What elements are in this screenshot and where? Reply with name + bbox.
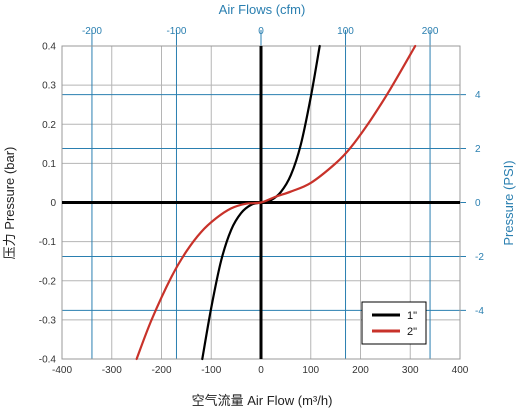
series-layer bbox=[135, 44, 417, 361]
top-tick-label: -200 bbox=[82, 26, 102, 37]
top-tick-label: -100 bbox=[166, 26, 186, 37]
right-tick-label: -2 bbox=[475, 252, 484, 263]
y-tick-label: -0.4 bbox=[39, 355, 57, 366]
ticks-bottom: -400 -300 -200 -100 0 100 200 300 400 bbox=[52, 365, 469, 376]
ticks-top: -200 -100 0 100 200 bbox=[82, 26, 439, 37]
y-axis-label: 压力 Pressure (bar) bbox=[2, 147, 17, 260]
legend-label-1: 1" bbox=[407, 310, 417, 322]
y-tick-label: 0 bbox=[50, 198, 56, 209]
right-tick-label: -4 bbox=[475, 306, 484, 317]
legend-box bbox=[361, 301, 427, 345]
y-tick-label: 0.4 bbox=[42, 42, 56, 53]
ticks-right: 4 2 0 -2 -4 bbox=[475, 90, 484, 317]
x-tick-label: 400 bbox=[452, 365, 469, 376]
x-axis-label: 空气流量 Air Flow (m³/h) bbox=[192, 393, 333, 408]
x-tick-label: -100 bbox=[201, 365, 221, 376]
x-tick-label: 0 bbox=[258, 365, 264, 376]
right-tick-label: 4 bbox=[475, 90, 481, 101]
y-tick-label: -0.1 bbox=[39, 237, 57, 248]
y-tick-label: -0.2 bbox=[39, 276, 57, 287]
right-tick-label: 2 bbox=[475, 144, 481, 155]
x-tick-label: -400 bbox=[52, 365, 72, 376]
x-tick-label: -300 bbox=[102, 365, 122, 376]
top-tick-label: 200 bbox=[422, 26, 439, 37]
y-tick-label: -0.3 bbox=[39, 315, 57, 326]
top-axis-title: Air Flows (cfm) bbox=[219, 2, 306, 17]
series-line-2 bbox=[135, 44, 417, 361]
x-tick-label: 300 bbox=[402, 365, 419, 376]
right-tick-label: 0 bbox=[475, 198, 481, 209]
x-tick-label: -200 bbox=[151, 365, 171, 376]
ticks-left: -0.4 -0.3 -0.2 -0.1 0 0.1 0.2 0.3 0.4 bbox=[39, 42, 57, 366]
legend-label-2: 2" bbox=[407, 326, 417, 338]
top-tick-label: 0 bbox=[258, 26, 264, 37]
x-tick-label: 100 bbox=[302, 365, 319, 376]
legend: 1" 2" bbox=[361, 301, 427, 345]
y-tick-label: 0.1 bbox=[42, 159, 56, 170]
x-tick-label: 200 bbox=[352, 365, 369, 376]
y-tick-label: 0.2 bbox=[42, 120, 56, 131]
grid-secondary bbox=[62, 30, 466, 359]
top-tick-label: 100 bbox=[337, 26, 354, 37]
right-axis-label: Pressure (PSI) bbox=[501, 160, 516, 245]
y-tick-label: 0.3 bbox=[42, 81, 56, 92]
